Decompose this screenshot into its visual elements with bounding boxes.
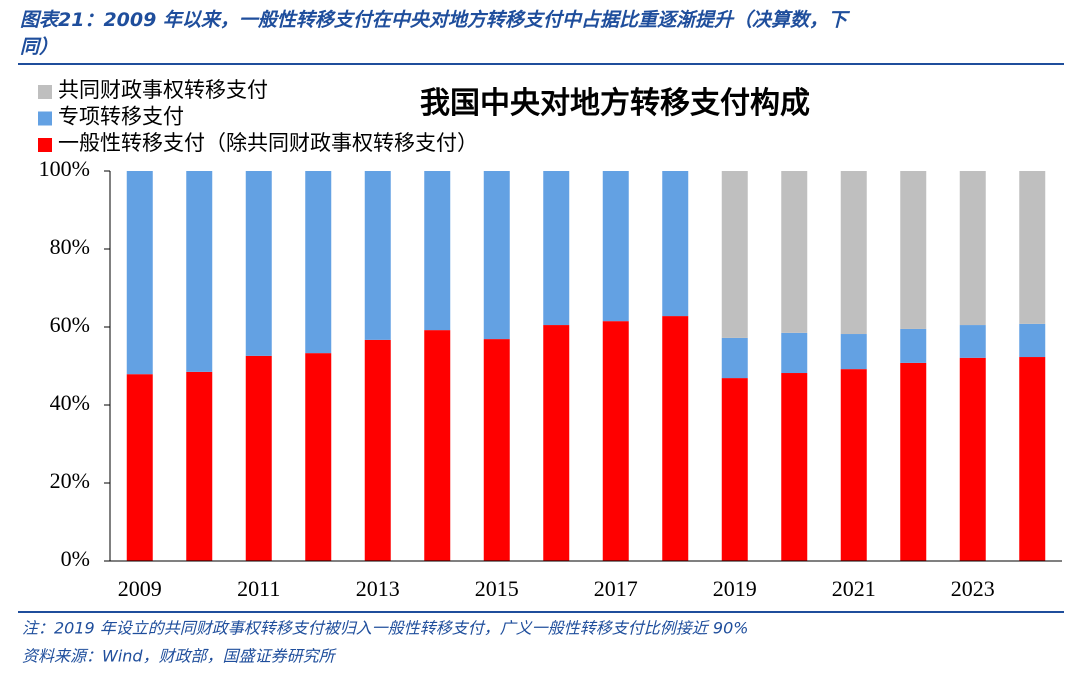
bar-segment [602, 321, 629, 561]
bar-segment [305, 171, 332, 354]
bar-segment [900, 171, 927, 329]
bar-segment [781, 171, 808, 333]
x-tick-label: 2017 [594, 576, 638, 601]
bar-segment [305, 353, 332, 561]
bar-segment [483, 171, 510, 340]
bar-segment [483, 339, 510, 561]
x-tick-label: 2011 [237, 576, 280, 601]
bar-segment [126, 374, 153, 561]
bar-segment [840, 334, 867, 370]
y-tick-label: 40% [50, 390, 90, 415]
bar-segment [959, 325, 986, 358]
header-title: 图表21：2009 年以来，一般性转移支付在中央对地方转移支付中占据比重逐渐提升… [20, 9, 851, 58]
bar-segment [186, 371, 213, 561]
y-tick-label: 60% [50, 312, 90, 337]
bar-segment [1019, 171, 1046, 324]
legend-label: 一般性转移支付（除共同财政事权转移支付） [58, 131, 478, 155]
x-tick-label: 2021 [832, 576, 876, 601]
legend-swatch [38, 85, 52, 99]
bar-segment [245, 355, 272, 561]
bar-segment [781, 373, 808, 561]
y-tick-label: 20% [50, 468, 90, 493]
x-tick-label: 2009 [118, 576, 162, 601]
bar-segment [424, 171, 451, 331]
bar-segment [959, 357, 986, 561]
x-tick-label: 2019 [713, 576, 757, 601]
x-tick-label: 2013 [356, 576, 400, 601]
bar-segment [662, 316, 689, 561]
bar-segment [781, 332, 808, 374]
bar-segment [424, 330, 451, 561]
bar-segment [245, 171, 272, 356]
footer-source: 资料来源：Wind，财政部，国盛证券研究所 [22, 647, 338, 666]
bar-segment [186, 171, 213, 372]
bar-segment [1019, 323, 1046, 358]
y-tick-label: 80% [50, 234, 90, 259]
bar-segment [543, 325, 570, 561]
x-tick-label: 2023 [951, 576, 995, 601]
y-tick-label: 0% [61, 546, 90, 571]
bar-segment [1019, 357, 1046, 561]
bar-segment [840, 369, 867, 561]
y-tick-label: 100% [39, 156, 90, 181]
bar-segment [364, 339, 391, 561]
bar-segment [959, 171, 986, 326]
bar-segment [602, 171, 629, 322]
footer-note: 注：2019 年设立的共同财政事权转移支付被归入一般性转移支付，广义一般性转移支… [22, 619, 748, 638]
bar-segment [840, 171, 867, 335]
bar-segment [900, 328, 927, 363]
bar-segment [543, 171, 570, 326]
legend-label: 共同财政事权转移支付 [58, 78, 268, 102]
chart-title: 我国中央对地方转移支付构成 [420, 86, 810, 120]
bar-segment [721, 171, 748, 338]
legend-swatch [38, 138, 52, 152]
bar-segment [126, 171, 153, 375]
bar-segment [662, 171, 689, 317]
legend-label: 专项转移支付 [58, 104, 184, 128]
bar-segment [721, 337, 748, 379]
bar-segment [364, 171, 391, 340]
x-tick-label: 2015 [475, 576, 519, 601]
bar-segment [721, 378, 748, 561]
legend-swatch [38, 111, 52, 126]
bar-segment [900, 362, 927, 561]
